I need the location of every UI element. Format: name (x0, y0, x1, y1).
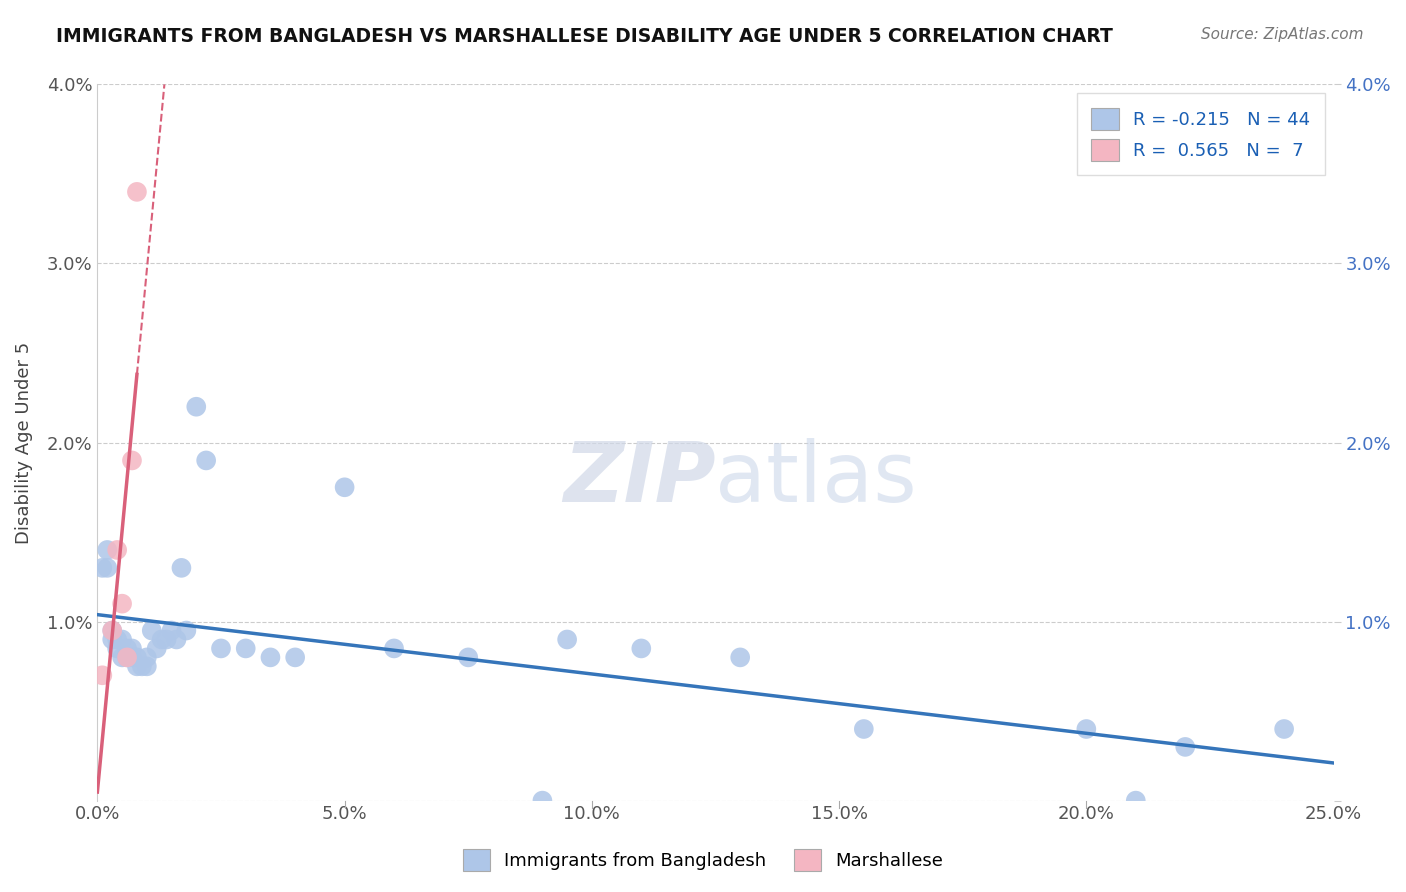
Point (125, 659, 148, 673)
Point (186, 400, 208, 414)
Point (195, 453, 218, 467)
Point (382, 641, 405, 656)
Point (121, 650, 143, 665)
Point (111, 597, 134, 611)
Legend: R = -0.215   N = 44, R =  0.565   N =  7: R = -0.215 N = 44, R = 0.565 N = 7 (1077, 94, 1324, 176)
Point (121, 641, 143, 656)
Point (155, 632, 177, 647)
Point (105, 632, 128, 647)
Point (125, 650, 148, 665)
Point (101, 632, 124, 647)
Point (96, 561, 118, 575)
Point (125, 185, 148, 199)
Point (630, 641, 652, 656)
Point (105, 543, 128, 558)
Point (1076, 722, 1098, 736)
Point (176, 624, 198, 638)
Point (852, 722, 875, 736)
Point (1125, 794, 1147, 808)
Text: Source: ZipAtlas.com: Source: ZipAtlas.com (1201, 27, 1364, 42)
Point (91, 561, 114, 575)
Point (1174, 739, 1197, 754)
Point (115, 650, 138, 665)
Point (166, 632, 188, 647)
Point (284, 650, 307, 665)
Point (115, 641, 138, 656)
Point (101, 624, 124, 638)
Point (135, 659, 157, 673)
Point (105, 641, 128, 656)
Text: ZIP: ZIP (562, 438, 716, 519)
Text: IMMIGRANTS FROM BANGLADESH VS MARSHALLESE DISABILITY AGE UNDER 5 CORRELATION CHA: IMMIGRANTS FROM BANGLADESH VS MARSHALLES… (56, 27, 1114, 45)
Point (728, 650, 751, 665)
Point (555, 632, 578, 647)
Point (101, 624, 124, 638)
Point (135, 650, 157, 665)
Point (145, 641, 167, 656)
Point (457, 650, 479, 665)
Point (333, 480, 356, 494)
Point (131, 659, 153, 673)
Point (259, 650, 281, 665)
Point (1272, 722, 1295, 736)
Point (235, 641, 257, 656)
Point (209, 641, 232, 656)
Point (170, 561, 193, 575)
Point (91, 668, 114, 682)
Point (111, 632, 134, 647)
Y-axis label: Disability Age Under 5: Disability Age Under 5 (15, 342, 32, 543)
Point (121, 453, 143, 467)
Point (141, 624, 163, 638)
Point (111, 650, 134, 665)
Point (150, 632, 173, 647)
Point (115, 650, 138, 665)
Text: atlas: atlas (716, 438, 917, 519)
Point (160, 624, 183, 638)
Point (531, 794, 554, 808)
Legend: Immigrants from Bangladesh, Marshallese: Immigrants from Bangladesh, Marshallese (456, 842, 950, 879)
Point (96, 543, 118, 558)
